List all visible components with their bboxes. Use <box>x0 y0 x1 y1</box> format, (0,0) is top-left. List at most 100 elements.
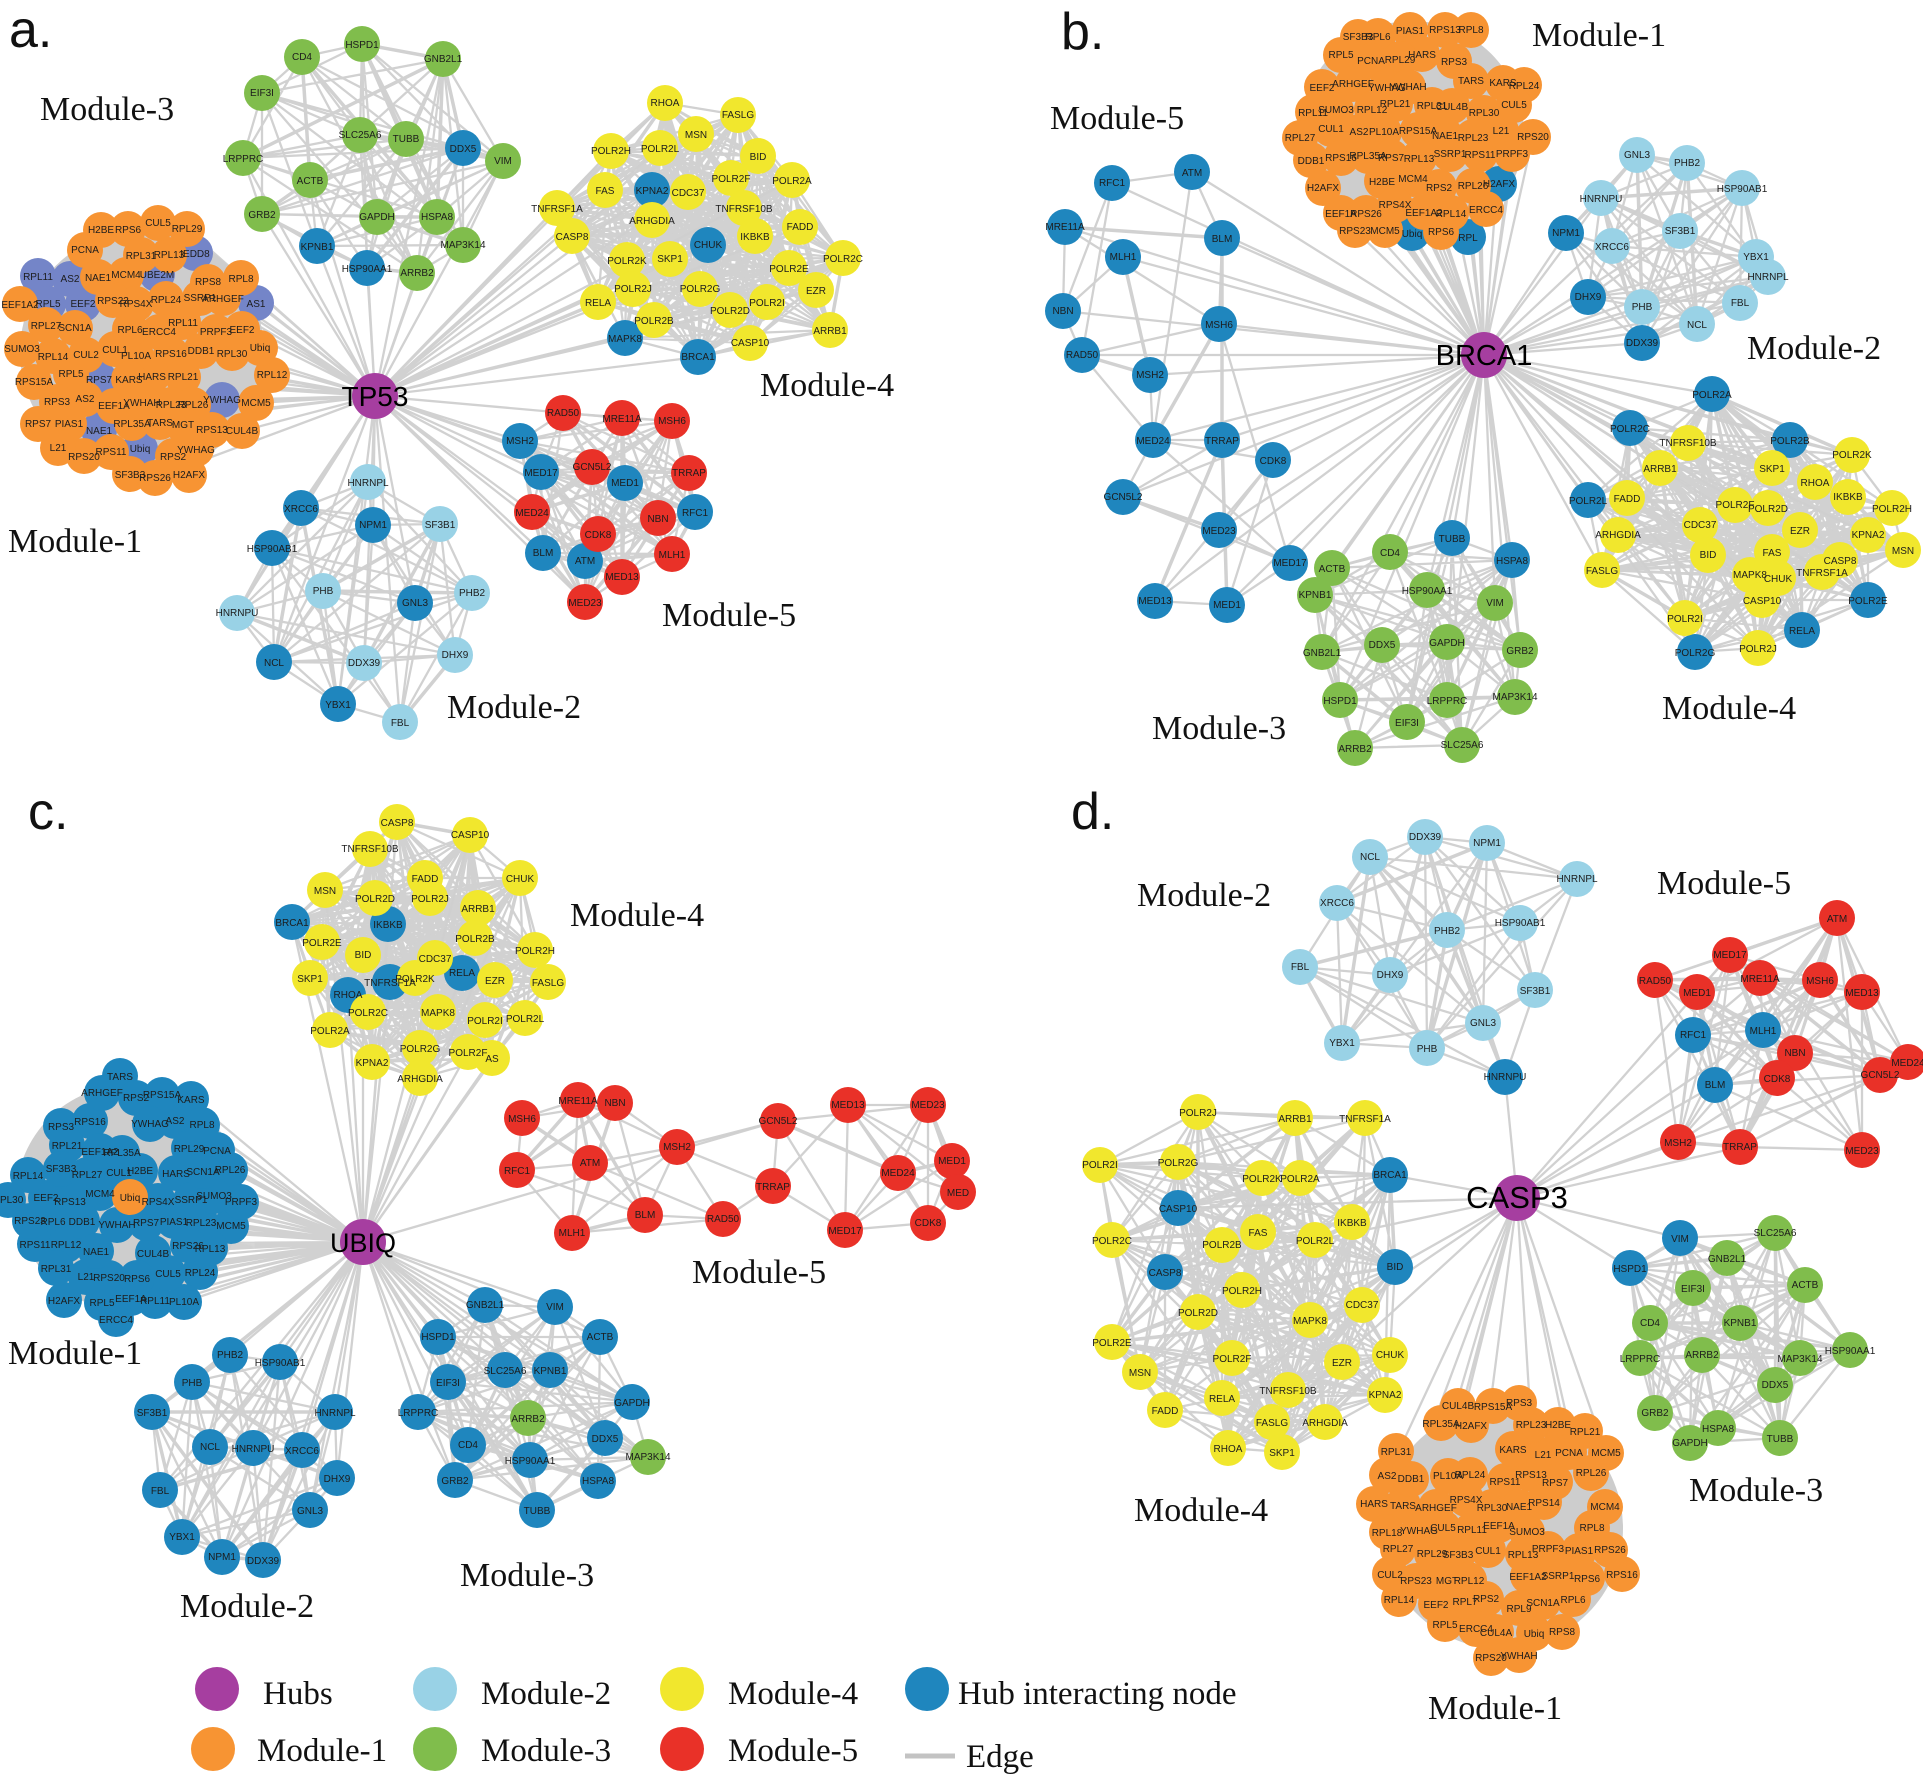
svg-text:SUMO3: SUMO3 <box>196 1191 232 1202</box>
svg-text:NAE1: NAE1 <box>83 1247 110 1258</box>
svg-text:RPL11: RPL11 <box>1457 1525 1487 1536</box>
svg-text:FAS: FAS <box>1249 1228 1268 1239</box>
svg-text:RPL29: RPL29 <box>174 1144 205 1155</box>
svg-text:IEDD8: IEDD8 <box>180 249 210 260</box>
svg-text:DHX9: DHX9 <box>1377 970 1404 981</box>
svg-text:POLR2C: POLR2C <box>1610 424 1650 435</box>
svg-text:FBL: FBL <box>1291 962 1310 973</box>
svg-text:POLR2J: POLR2J <box>411 894 449 905</box>
svg-text:MED17: MED17 <box>828 1226 862 1237</box>
svg-text:Module-5: Module-5 <box>728 1733 858 1769</box>
svg-text:ACTB: ACTB <box>297 176 324 187</box>
svg-text:MRE11A: MRE11A <box>602 414 642 425</box>
svg-text:Module-3: Module-3 <box>40 91 174 128</box>
svg-text:RPL13: RPL13 <box>1404 154 1435 165</box>
svg-text:MSH6: MSH6 <box>1806 976 1834 987</box>
svg-text:VIM: VIM <box>1486 598 1504 609</box>
svg-text:SCN1A: SCN1A <box>186 1167 220 1178</box>
svg-text:CHUK: CHUK <box>506 874 535 885</box>
svg-text:RPL31: RPL31 <box>1417 101 1448 112</box>
svg-text:POLR2F: POLR2F <box>1213 1354 1252 1365</box>
svg-text:RPL21: RPL21 <box>1570 1427 1601 1438</box>
svg-text:NAE1: NAE1 <box>1432 131 1459 142</box>
svg-text:RPL12: RPL12 <box>1454 1576 1485 1587</box>
svg-text:ARRB1: ARRB1 <box>461 904 495 915</box>
svg-text:AS2: AS2 <box>166 1116 185 1127</box>
svg-text:POLR2C: POLR2C <box>348 1008 388 1019</box>
svg-text:CHUK: CHUK <box>694 240 723 251</box>
svg-text:RHOA: RHOA <box>1801 478 1830 489</box>
svg-text:UBE2M: UBE2M <box>140 270 174 281</box>
svg-text:RPL24: RPL24 <box>185 1268 216 1279</box>
svg-text:PCNA: PCNA <box>71 245 99 256</box>
svg-text:RPS7: RPS7 <box>86 375 113 386</box>
svg-text:TNFRSF10B: TNFRSF10B <box>1659 438 1717 449</box>
svg-text:TRRAP: TRRAP <box>672 468 706 479</box>
svg-text:BID: BID <box>1387 1262 1404 1273</box>
svg-text:RPL11: RPL11 <box>23 272 53 283</box>
svg-text:RPS15A: RPS15A <box>143 1090 182 1101</box>
svg-text:FADD: FADD <box>412 874 439 885</box>
svg-text:RPS14: RPS14 <box>1528 1498 1560 1509</box>
svg-text:POLR2A: POLR2A <box>772 176 812 187</box>
svg-text:GNL3: GNL3 <box>402 598 429 609</box>
svg-text:POLR2F: POLR2F <box>712 174 751 185</box>
svg-text:PHB: PHB <box>182 1378 203 1389</box>
svg-text:MED13: MED13 <box>1845 988 1879 999</box>
svg-text:TUBB: TUBB <box>524 1506 551 1517</box>
svg-text:MED23: MED23 <box>911 1100 945 1111</box>
svg-text:CASP10: CASP10 <box>1743 596 1782 607</box>
svg-text:TARS: TARS <box>147 418 173 429</box>
svg-text:POLR2J: POLR2J <box>1739 644 1777 655</box>
svg-text:POLR2I: POLR2I <box>1667 614 1703 625</box>
svg-text:HSP90AA1: HSP90AA1 <box>342 264 393 275</box>
svg-text:POLR2J: POLR2J <box>614 284 652 295</box>
svg-text:RPL35A: RPL35A <box>1349 151 1387 162</box>
svg-text:EEF1A: EEF1A <box>115 1294 147 1305</box>
svg-text:RPL5: RPL5 <box>58 369 83 380</box>
svg-text:CUL1: CUL1 <box>1318 124 1344 135</box>
svg-text:BRCA1: BRCA1 <box>275 918 309 929</box>
svg-text:CUL4A: CUL4A <box>1480 1628 1513 1639</box>
svg-text:RPS23: RPS23 <box>1339 226 1371 237</box>
svg-text:RPS11: RPS11 <box>1490 1477 1521 1488</box>
svg-text:POLR2D: POLR2D <box>1178 1308 1218 1319</box>
svg-text:RPL27: RPL27 <box>1383 1544 1414 1555</box>
svg-text:HNRNPU: HNRNPU <box>232 1444 275 1455</box>
svg-text:RPS4X: RPS4X <box>120 299 153 310</box>
svg-text:Module-4: Module-4 <box>1662 690 1796 727</box>
svg-text:L21: L21 <box>50 443 67 454</box>
svg-text:MED1: MED1 <box>938 1156 966 1167</box>
svg-text:BID: BID <box>750 152 767 163</box>
svg-text:RELA: RELA <box>1789 626 1815 637</box>
svg-text:PIAS1: PIAS1 <box>160 1217 189 1228</box>
svg-text:RPS26: RPS26 <box>1594 1545 1626 1556</box>
svg-text:MED13: MED13 <box>831 1100 865 1111</box>
svg-text:PIAS1: PIAS1 <box>55 419 84 430</box>
svg-text:HSP90AB1: HSP90AB1 <box>1495 918 1546 929</box>
svg-text:RPL7: RPL7 <box>1452 1597 1477 1608</box>
svg-text:BLM: BLM <box>1705 1080 1726 1091</box>
svg-text:ATM: ATM <box>580 1158 600 1169</box>
svg-text:SLC25A6: SLC25A6 <box>484 1366 527 1377</box>
svg-text:POLR2E: POLR2E <box>769 264 809 275</box>
svg-text:Module-2: Module-2 <box>1747 330 1881 367</box>
svg-text:POLR2B: POLR2B <box>634 316 674 327</box>
svg-text:MSN: MSN <box>685 130 707 141</box>
svg-text:YWHAH: YWHAH <box>1500 1651 1537 1662</box>
svg-text:MAPK8: MAPK8 <box>608 334 642 345</box>
svg-text:TNFRSF1A: TNFRSF1A <box>1339 1114 1391 1125</box>
svg-text:EEF2: EEF2 <box>70 299 95 310</box>
svg-text:POLR2H: POLR2H <box>1872 504 1912 515</box>
svg-text:SF3B1: SF3B1 <box>1665 226 1696 237</box>
svg-text:RPS3: RPS3 <box>1441 57 1468 68</box>
svg-text:PL10A: PL10A <box>1433 1471 1463 1482</box>
svg-text:RPL30: RPL30 <box>0 1195 24 1206</box>
svg-text:RPL8: RPL8 <box>1458 25 1483 36</box>
svg-text:MLH1: MLH1 <box>659 550 686 561</box>
svg-text:DDX39: DDX39 <box>1409 832 1442 843</box>
svg-text:RPL14: RPL14 <box>1436 209 1467 220</box>
svg-text:RFC1: RFC1 <box>1680 1030 1707 1041</box>
svg-text:SKP1: SKP1 <box>1759 464 1785 475</box>
svg-text:POLR2G: POLR2G <box>1675 648 1716 659</box>
